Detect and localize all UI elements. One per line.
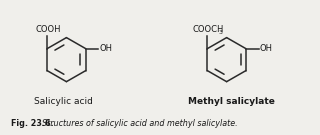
Text: OH: OH	[260, 44, 273, 53]
Text: 3: 3	[218, 30, 222, 35]
Text: Fig. 23.6.: Fig. 23.6.	[11, 119, 53, 128]
Text: Structures of salicylic acid and methyl salicylate.: Structures of salicylic acid and methyl …	[37, 119, 237, 128]
Text: Salicylic acid: Salicylic acid	[34, 97, 93, 106]
Text: COOCH: COOCH	[192, 25, 224, 34]
Text: OH: OH	[100, 44, 113, 53]
Text: Methyl salicylate: Methyl salicylate	[188, 97, 275, 106]
Text: COOH: COOH	[35, 25, 60, 34]
